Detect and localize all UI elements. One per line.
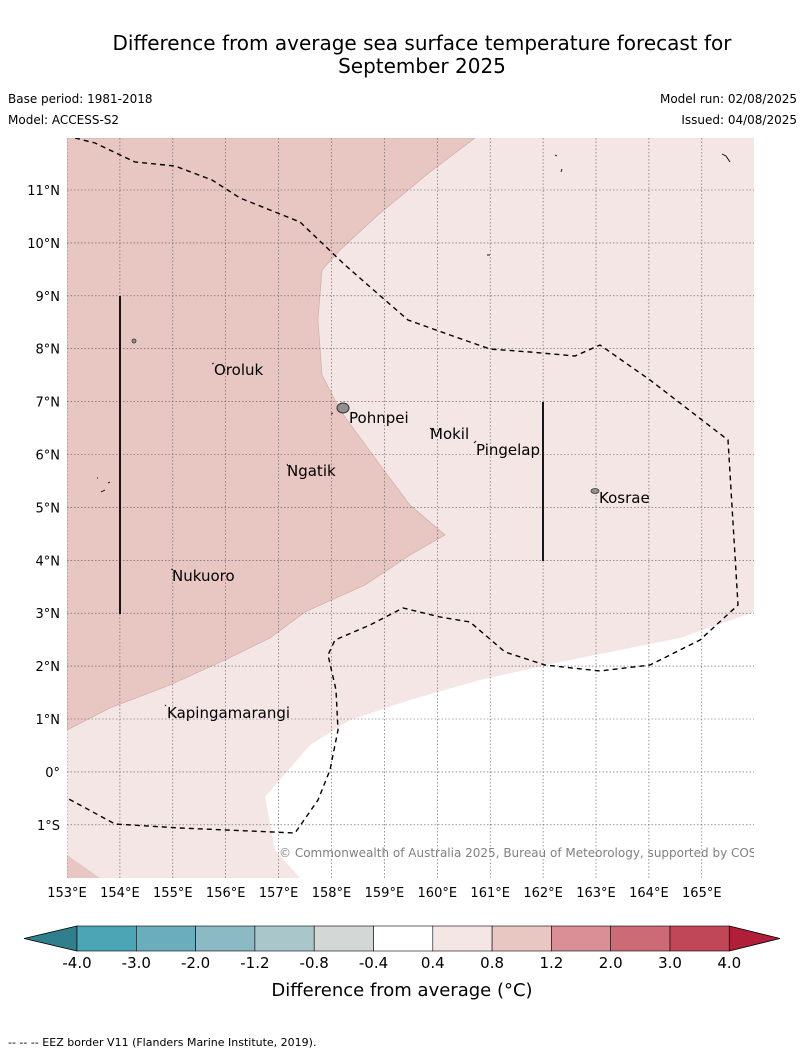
latitude-tick-label: 3°N [36,607,61,622]
atoll-island [131,338,137,344]
colorbar-max-extension [728,925,781,952]
longitude-tick-labels: 153°E 154°E 155°E 156°E 157°E 158°E 159°E 160°E… [47,886,721,901]
longitude-tick-label: 154°E [100,886,140,901]
longitude-tick-label: 163°E [576,886,616,901]
longitude-tick-label: 160°E [418,886,458,901]
anomaly-near-average-region [265,612,754,878]
copyright-notice: © Commonwealth of Australia 2025, Bureau… [279,846,784,860]
small-islets [97,153,731,707]
place-label: Kosrae [599,489,650,507]
place-label: Mokil [430,425,469,443]
latitude-tick-label: 5°N [36,501,61,516]
longitude-tick-label: 164°E [629,886,669,901]
colorbar-tick-label: 0.4 [421,954,445,972]
colorbar-tick-label: -3.0 [122,954,151,972]
place-label: Ngatik [287,462,336,480]
longitude-tick-label: 153°E [47,886,87,901]
colorbar-segment [76,925,137,952]
colorbar-tick-label: 4.0 [717,954,741,972]
colorbar-segment [313,925,374,952]
longitude-tick-label: 161°E [470,886,510,901]
colorbar: -4.0 -3.0 -2.0 -1.2 -0.8 -0.4 0.4 0.8 1.2 2.0 3.0 4… [23,925,781,972]
chart-title-line2: September 2025 [338,54,506,78]
colorbar-tick-label: 0.8 [480,954,504,972]
latitude-tick-label: 0° [45,766,60,781]
latitude-tick-labels: 11°N 10°N 9°N 8°N 7°N 6°N 5°N 4°N 3°N 2°N 1°N 0° 1°S [27,184,60,834]
place-label: Kapingamarangi [167,704,290,722]
colorbar-segment [136,925,196,952]
colorbar-segment [254,925,315,952]
latitude-tick-label: 9°N [36,290,61,305]
latitude-tick-label: 4°N [36,554,61,569]
latitude-tick-label: 7°N [36,396,61,411]
place-label: Pohnpei [349,409,409,427]
eez-source-note: -- -- -- EEZ border V11 (Flanders Marine… [8,1036,317,1049]
graticule [67,138,754,878]
colorbar-min-extension [23,925,78,952]
colorbar-tick-label: -0.8 [300,954,329,972]
colorbar-segment [610,925,671,952]
model-label: Model: ACCESS-S2 [8,113,120,127]
longitude-tick-label: 158°E [312,886,352,901]
colorbar-segment [491,925,552,952]
colorbar-tick-label: 1.2 [539,954,563,972]
colorbar-segment [432,925,493,952]
latitude-tick-label: 2°N [36,660,61,675]
base-period-label: Base period: 1981-2018 [8,92,153,106]
issued-label: Issued: 04/08/2025 [681,113,797,127]
colorbar-segment [551,925,612,952]
colorbar-tick-label: -4.0 [62,954,91,972]
colorbar-tick-label: 2.0 [599,954,623,972]
colorbar-tick-label: -1.2 [240,954,269,972]
colorbar-label: Difference from average (°C) [271,980,533,1001]
latitude-tick-label: 10°N [27,237,60,252]
anomaly-0.8-1.2-region [67,138,476,731]
latitude-tick-label: 6°N [36,449,61,464]
latitude-tick-label: 1°S [37,819,60,834]
pohnpei-island [336,402,350,414]
place-labels: Oroluk Pohnpei Mokil Pingelap Ngatik Kos… [167,361,650,722]
latitude-tick-label: 1°N [36,713,61,728]
longitude-tick-label: 162°E [523,886,563,901]
colorbar-tick-label: 3.0 [658,954,682,972]
kosrae-island [590,488,600,494]
latitude-tick-label: 11°N [27,184,60,199]
latitude-tick-label: 8°N [36,343,61,358]
place-label: Nukuoro [172,567,235,585]
anomaly-0.8-1.2-region-south [67,855,100,878]
colorbar-segment [669,925,730,952]
longitude-tick-label: 159°E [365,886,405,901]
colorbar-segment [195,925,256,952]
longitude-tick-label: 156°E [206,886,246,901]
place-label: Oroluk [214,361,263,379]
map-area: Oroluk Pohnpei Mokil Pingelap Ngatik Kos… [67,138,784,878]
longitude-tick-label: 157°E [259,886,299,901]
colorbar-tick-label: -0.4 [359,954,388,972]
place-label: Pingelap [476,441,540,459]
longitude-tick-label: 165°E [682,886,722,901]
chart-title-line1: Difference from average sea surface temp… [112,31,732,55]
eez-border [67,138,739,834]
colorbar-segment [373,925,434,952]
longitude-tick-label: 155°E [153,886,193,901]
model-run-label: Model run: 02/08/2025 [659,92,797,106]
colorbar-tick-label: -2.0 [181,954,210,972]
